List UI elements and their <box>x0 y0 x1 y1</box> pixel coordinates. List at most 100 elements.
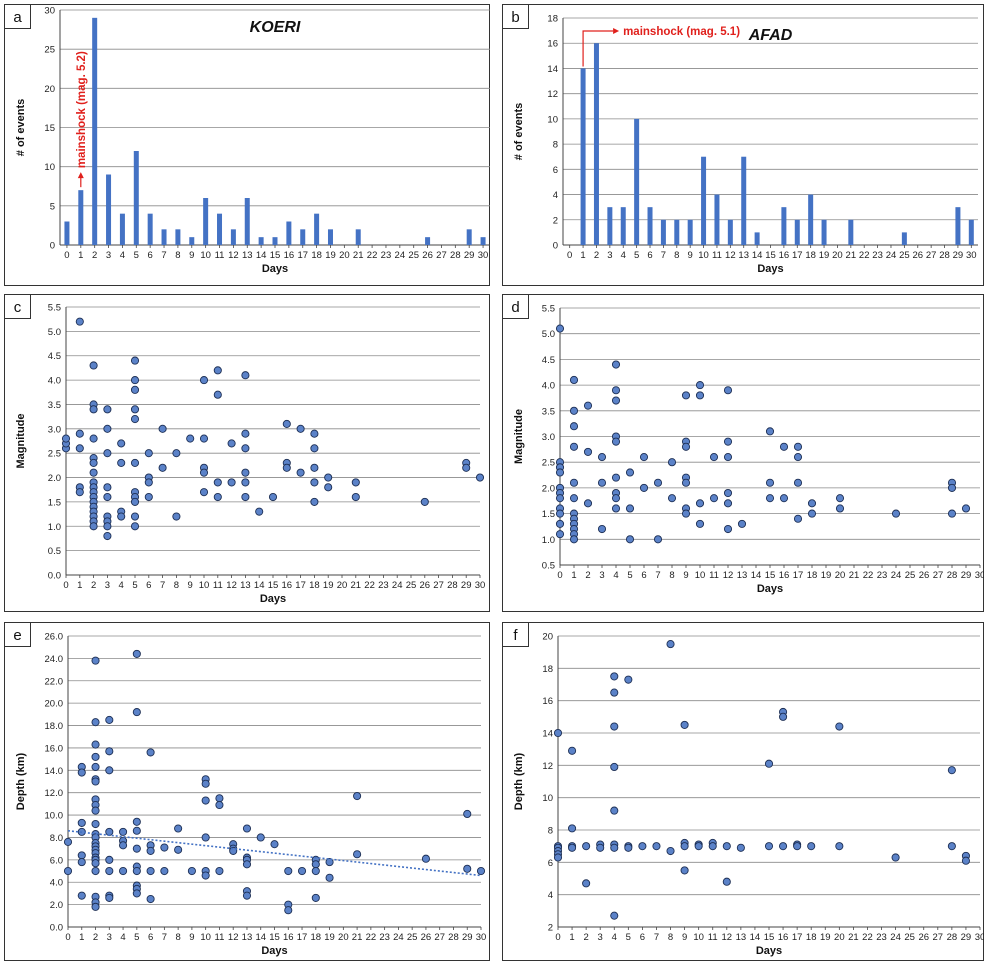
x-tick-label: 19 <box>820 932 831 943</box>
data-point <box>241 371 250 380</box>
data-point <box>835 494 845 503</box>
x-tick-label: 26 <box>421 932 432 943</box>
x-tick-label: 1 <box>77 580 82 591</box>
x-tick-label: 10 <box>695 570 706 581</box>
x-tick-label: 10 <box>200 932 211 943</box>
data-point <box>723 453 733 462</box>
bar <box>687 219 693 245</box>
data-point <box>174 824 183 833</box>
data-point <box>310 497 319 506</box>
bar <box>808 194 814 245</box>
chart-panel-c: c0.00.51.01.52.02.53.03.54.04.55.05.50 1 2… <box>4 294 490 612</box>
y-tick-label: 4 <box>553 190 558 201</box>
data-point <box>160 866 169 876</box>
data-point <box>117 458 126 467</box>
data-point <box>241 468 250 477</box>
data-point <box>103 531 112 541</box>
data-point <box>947 766 956 775</box>
x-tick-label: 14 <box>256 250 267 261</box>
x-tick-label: 1 <box>569 932 574 943</box>
panel-label-box <box>502 294 529 319</box>
data-point <box>77 818 86 827</box>
x-tick-label: 21 <box>353 250 364 261</box>
x-tick-label: 27 <box>926 250 937 261</box>
x-tick-label: 7 <box>661 250 666 261</box>
data-point <box>91 902 100 911</box>
data-point <box>91 777 100 786</box>
data-point <box>779 494 789 503</box>
data-point <box>103 424 112 433</box>
y-tick-label: 3.0 <box>48 424 61 435</box>
data-point <box>597 524 607 534</box>
data-point <box>611 396 621 405</box>
x-tick-label: 27 <box>933 932 944 943</box>
data-point <box>568 824 577 833</box>
data-point <box>158 424 167 433</box>
data-point <box>91 656 100 665</box>
data-point <box>158 463 167 472</box>
y-tick-label: 18.0 <box>45 721 64 732</box>
data-point <box>146 894 155 904</box>
x-tick-label: 30 <box>478 250 489 261</box>
bar <box>119 213 125 245</box>
y-tick-label: 2.5 <box>48 449 61 460</box>
data-point <box>132 649 141 658</box>
x-tick-label: 6 <box>146 580 151 591</box>
data-point <box>213 366 222 375</box>
x-tick-label: 6 <box>640 932 645 943</box>
y-tick-label: 0 <box>50 241 55 252</box>
data-point <box>103 449 112 458</box>
data-point <box>325 858 334 867</box>
data-point <box>709 494 719 503</box>
x-tick-label: 9 <box>682 932 687 943</box>
bar <box>258 237 264 245</box>
y-tick-label: 20.0 <box>45 699 64 710</box>
x-tick-label: 6 <box>148 250 153 261</box>
x-tick-label: 2 <box>92 250 97 261</box>
data-point <box>77 851 86 860</box>
data-point <box>569 494 579 503</box>
data-point <box>311 893 320 902</box>
x-tick-label: 15 <box>765 570 776 581</box>
x-tick-label: 18 <box>311 932 322 943</box>
y-tick-label: 8.0 <box>50 833 63 844</box>
x-tick-label: 22 <box>364 580 375 591</box>
y-axis-label: # of events <box>15 99 27 156</box>
data-point <box>583 447 593 456</box>
x-tick-label: 5 <box>134 250 139 261</box>
x-tick-label: 13 <box>738 250 749 261</box>
y-tick-label: 6 <box>548 858 553 869</box>
data-point <box>242 824 252 833</box>
y-tick-label: 5.5 <box>48 303 61 314</box>
data-point <box>103 492 112 502</box>
x-tick-label: 18 <box>806 932 817 943</box>
x-tick-label: 5 <box>626 932 631 943</box>
data-point <box>282 419 291 428</box>
data-point <box>611 386 621 395</box>
y-tick-label: 15 <box>44 123 55 134</box>
x-tick-label: 2 <box>91 580 96 591</box>
data-point <box>681 478 691 487</box>
x-tick-label: 18 <box>309 580 320 591</box>
data-point <box>311 866 320 876</box>
data-point <box>555 509 565 518</box>
y-tick-label: 1.0 <box>542 535 555 546</box>
x-tick-label: 13 <box>240 580 251 591</box>
x-tick-label: 1 <box>78 250 83 261</box>
x-tick-label: 20 <box>834 932 845 943</box>
x-tick-label: 26 <box>919 570 930 581</box>
x-tick-label: 30 <box>475 580 486 591</box>
x-tick-label: 9 <box>189 932 194 943</box>
bar <box>272 237 278 245</box>
y-tick-label: 26.0 <box>45 632 64 643</box>
y-tick-label: 8 <box>553 140 558 151</box>
data-point <box>723 499 733 508</box>
x-tick-label: 12 <box>228 932 239 943</box>
panel-label-box <box>502 4 529 29</box>
data-point <box>310 463 319 472</box>
data-point <box>722 842 731 851</box>
data-point <box>105 827 114 836</box>
x-axis-label: Days <box>260 593 286 605</box>
panel-frame <box>4 622 490 961</box>
data-point <box>201 833 210 842</box>
